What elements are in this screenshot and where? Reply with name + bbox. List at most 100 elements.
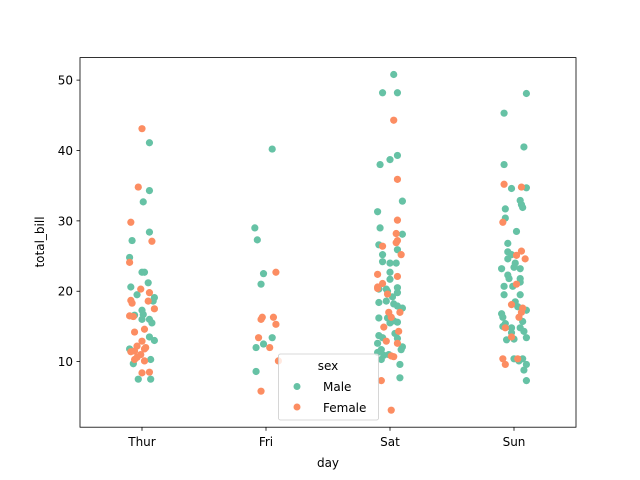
point-male [397, 346, 405, 354]
point-male [386, 259, 394, 267]
point-female [126, 258, 134, 266]
point-male [398, 230, 406, 238]
point-male [393, 246, 402, 254]
point-female [272, 320, 280, 328]
point-male [501, 205, 509, 213]
point-female [145, 289, 154, 297]
point-male [519, 203, 527, 212]
point-male [510, 263, 518, 271]
legend-marker-male [293, 383, 301, 390]
point-male [393, 151, 402, 160]
point-male [251, 224, 259, 232]
point-male [507, 184, 516, 193]
point-male [393, 284, 402, 292]
point-female [378, 242, 387, 250]
point-female [140, 325, 149, 333]
y-tick-label: 10 [58, 355, 73, 369]
point-male [390, 70, 398, 79]
point-male [386, 275, 394, 283]
legend-box [278, 353, 379, 421]
point-female [254, 334, 263, 342]
point-female [392, 239, 400, 247]
point-male [522, 334, 531, 342]
point-female [393, 175, 402, 183]
x-tick-label-sun: Sun [503, 435, 526, 449]
point-male [516, 265, 524, 273]
point-female [266, 343, 274, 352]
point-female [383, 290, 392, 298]
point-male [396, 360, 404, 369]
point-female [507, 301, 516, 309]
point-female [257, 315, 265, 323]
point-male [133, 291, 141, 299]
point-male [375, 314, 383, 322]
point-male [382, 297, 390, 305]
point-male [257, 280, 265, 288]
point-female [127, 218, 135, 226]
point-female [499, 218, 507, 226]
point-female [128, 299, 136, 307]
point-male [253, 236, 261, 244]
point-male [516, 291, 524, 299]
point-male [145, 228, 154, 236]
point-male [392, 259, 400, 267]
y-axis-label: total_bill [33, 216, 47, 267]
point-female [393, 216, 402, 224]
point-male [520, 143, 528, 151]
point-female [387, 313, 395, 321]
point-female [514, 355, 522, 363]
x-axis: Thur Fri Sat Sun [127, 427, 525, 449]
point-female [150, 305, 158, 313]
point-female [130, 328, 139, 336]
point-female [500, 180, 508, 188]
y-tick-label: 50 [58, 74, 73, 88]
x-tick-label-thur: Thur [127, 435, 156, 449]
point-male [150, 336, 158, 345]
point-male [144, 279, 152, 287]
point-male [139, 198, 147, 206]
point-male [378, 258, 387, 266]
y-tick-label: 40 [58, 144, 73, 158]
point-female [390, 116, 398, 124]
point-male [126, 253, 134, 262]
point-male [375, 298, 383, 307]
point-male [378, 251, 387, 259]
point-female [393, 272, 402, 281]
point-female [515, 313, 523, 321]
point-male [259, 340, 268, 348]
point-female [392, 229, 400, 238]
point-male [148, 319, 156, 327]
axes-frame [79, 57, 577, 428]
point-female [137, 285, 145, 293]
point-female [374, 270, 382, 278]
point-male [500, 291, 508, 299]
point-male [134, 375, 142, 383]
point-male [499, 313, 507, 321]
point-female [257, 387, 265, 395]
point-female [521, 255, 529, 263]
point-female [140, 357, 149, 365]
y-axis: 10 20 30 40 50 [58, 74, 80, 369]
point-male [378, 89, 387, 97]
point-female [395, 327, 403, 335]
point-male [376, 224, 384, 232]
point-male [522, 360, 531, 369]
point-male [393, 289, 402, 297]
point-female [148, 237, 156, 245]
point-male [145, 139, 154, 147]
point-female [377, 377, 385, 385]
legend-title: sex [318, 359, 339, 373]
point-male [507, 324, 516, 332]
point-male [386, 156, 394, 164]
point-male [128, 236, 136, 245]
point-male [500, 282, 508, 290]
point-male [252, 367, 260, 376]
point-male [522, 377, 531, 385]
point-male [376, 160, 384, 169]
point-male [504, 239, 512, 247]
point-female [142, 343, 150, 352]
point-male [522, 89, 531, 98]
point-male [500, 109, 508, 117]
point-male [149, 297, 157, 305]
point-female [501, 324, 509, 332]
